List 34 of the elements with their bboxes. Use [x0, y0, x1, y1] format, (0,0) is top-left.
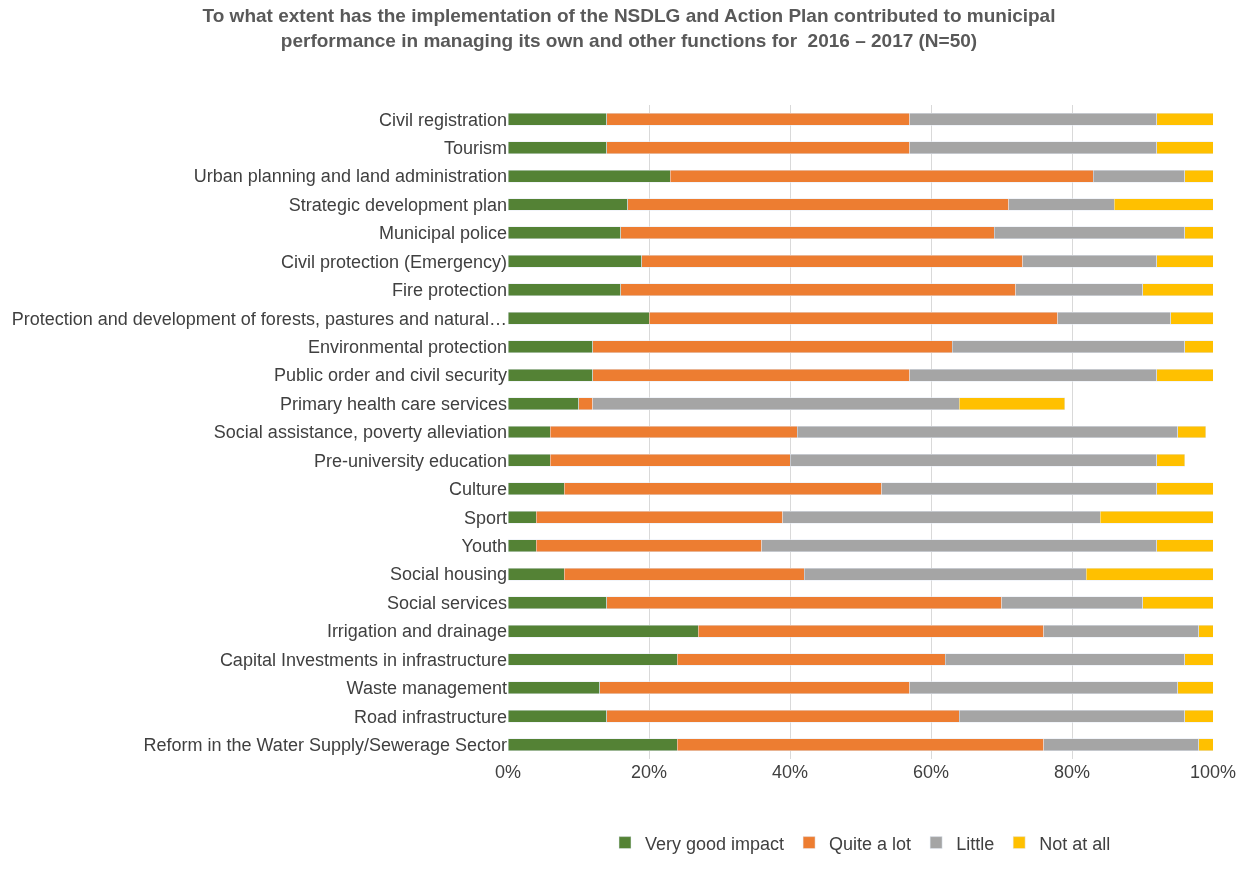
y-tick-label: Tourism [443, 137, 507, 158]
y-tick-label: Fire protection [391, 280, 507, 301]
y-tick-label: Civil protection (Emergency) [280, 251, 507, 272]
x-tick-label: 80% [1053, 762, 1091, 782]
y-tick-label: Culture [448, 479, 507, 500]
y-tick-label: Road infrastructure [353, 706, 507, 727]
x-tick-label: 40% [771, 762, 809, 782]
x-tick-label: 20% [630, 762, 668, 782]
y-tick-label: Social housing [389, 564, 507, 585]
y-tick-label: Primary health care services [279, 393, 507, 414]
x-tick-label: 60% [912, 762, 950, 782]
legend-label: Very good impact [645, 833, 785, 854]
y-tick-label: Urban planning and land administration [193, 166, 507, 187]
y-tick-label: Irrigation and drainage [326, 621, 507, 642]
y-tick-label: Youth [461, 536, 507, 557]
chart-title: To what extent has the implementation of the NSDLG and Action Plan contributed to municipal performance in managing its own and other functions for 2016 – 2017 (N=50) [202, 4, 1056, 51]
legend-label: Not at all [1039, 833, 1111, 854]
y-tick-label: Pre-university education [313, 450, 507, 471]
y-tick-label: Reform in the Water Supply/Sewerage Sector [143, 735, 507, 756]
y-tick-label: Civil registration [378, 109, 507, 130]
x-tick-label: 0% [494, 762, 522, 782]
legend-label: Little [956, 833, 995, 854]
x-tick-label: 100% [1189, 762, 1237, 782]
y-tick-label: Public order and civil security [273, 365, 507, 386]
legend-label: Quite a lot [829, 833, 912, 854]
y-tick-label: Social services [386, 592, 507, 613]
y-tick-label: Capital Investments in infrastructure [219, 649, 507, 670]
y-tick-label: Social assistance, poverty alleviation [213, 422, 507, 443]
y-tick-label: Sport [463, 507, 507, 528]
y-tick-label: Protection and development of forests, pastures and natural… [11, 308, 507, 329]
y-tick-label: Waste management [346, 678, 507, 699]
y-tick-label: Strategic development plan [288, 194, 507, 215]
y-tick-label: Municipal police [378, 223, 507, 244]
y-tick-label: Environmental protection [307, 337, 507, 357]
